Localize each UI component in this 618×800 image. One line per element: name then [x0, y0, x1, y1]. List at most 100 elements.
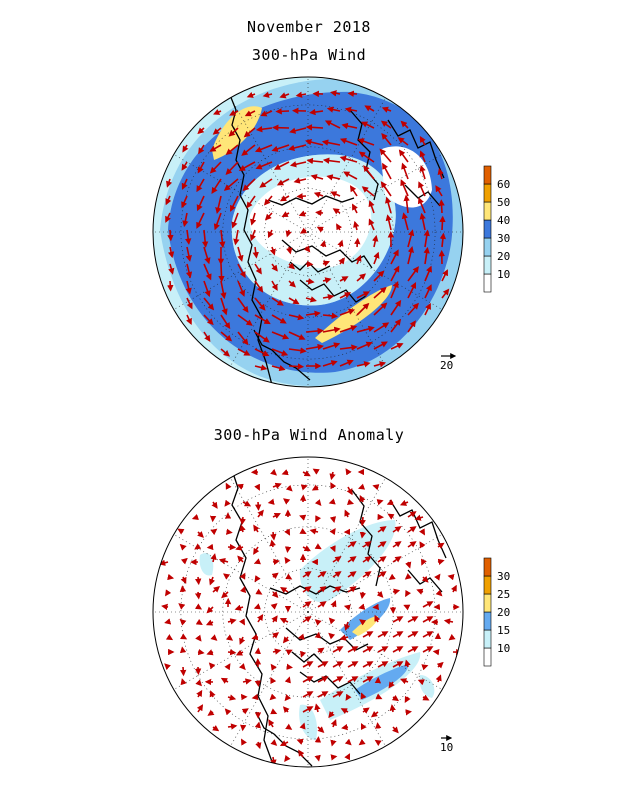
- wind-vector-arrow: [347, 556, 357, 563]
- wind-vector-arrow: [220, 677, 229, 684]
- wind-vector-arrow: [281, 211, 290, 218]
- wind-vector-arrow: [322, 312, 339, 320]
- wind-vector-arrow: [317, 676, 329, 683]
- wind-vector-arrow: [224, 708, 232, 716]
- wind-vector-arrow: [423, 229, 430, 248]
- wind-vector-arrow: [299, 722, 306, 730]
- panel2-colorbar-swatch: [483, 593, 492, 613]
- wind-vector-arrow: [338, 257, 345, 265]
- wind-vector-arrow: [389, 704, 396, 713]
- wind-vector-arrow: [345, 468, 352, 476]
- wind-vector-arrow: [254, 364, 268, 371]
- wind-vector-arrow: [392, 631, 404, 638]
- wind-vector-arrow: [254, 348, 270, 357]
- wind-vector-arrow: [419, 164, 426, 180]
- wind-vector-arrow: [436, 661, 444, 669]
- wind-vector-arrow: [404, 695, 411, 704]
- wind-vector-arrow: [195, 634, 202, 642]
- panel1-coastlines: [229, 94, 445, 386]
- wind-vector-arrow: [358, 738, 366, 746]
- wind-vector-arrow: [424, 302, 431, 316]
- wind-vector-arrow: [423, 246, 430, 265]
- wind-vector-arrow: [233, 229, 240, 246]
- wind-vector-arrow: [255, 741, 262, 750]
- wind-vector-arrow: [359, 495, 366, 503]
- wind-vector-arrow: [181, 161, 188, 171]
- wind-vector-arrow: [179, 666, 187, 677]
- wind-vector-arrow: [218, 263, 225, 283]
- wind-vector-arrow: [284, 556, 291, 564]
- wind-vector-arrow: [405, 589, 412, 598]
- wind-vector-arrow: [206, 543, 214, 551]
- wind-vector-arrow: [288, 331, 306, 340]
- wind-vector-arrow: [196, 178, 205, 193]
- panel2-colorbar-swatch: [483, 557, 492, 577]
- wind-vector-arrow: [263, 195, 273, 206]
- wind-vector-arrow: [297, 633, 305, 640]
- wind-vector-arrow: [252, 246, 259, 259]
- wind-vector-arrow: [417, 197, 426, 214]
- wind-vector-arrow: [322, 293, 335, 301]
- wind-vector-arrow: [246, 91, 256, 98]
- wind-vector-arrow: [330, 600, 337, 608]
- wind-vector-arrow: [377, 556, 387, 563]
- wind-vector-arrow: [279, 92, 290, 99]
- wind-vector-arrow: [227, 723, 238, 730]
- wind-vector-arrow: [238, 161, 256, 171]
- wind-vector-arrow: [302, 470, 311, 477]
- wind-vector-arrow: [239, 618, 245, 626]
- wind-vector-arrow: [295, 91, 307, 98]
- wind-vector-arrow: [362, 676, 374, 683]
- wind-vector-arrow: [314, 543, 322, 550]
- wind-vector-arrow: [399, 499, 409, 506]
- wind-vector-arrow: [242, 178, 256, 192]
- wind-vector-arrow: [424, 284, 432, 299]
- wind-vector-arrow: [373, 302, 388, 316]
- wind-vector-arrow: [270, 676, 277, 685]
- wind-vector-arrow: [360, 121, 375, 129]
- wind-vector-arrow: [344, 106, 358, 113]
- wind-vector-arrow: [390, 281, 399, 299]
- wind-vector-arrow: [439, 215, 446, 231]
- wind-vector-arrow: [373, 341, 388, 350]
- wind-vector-arrow: [377, 661, 389, 668]
- wind-vector-arrow: [165, 212, 171, 223]
- wind-vector-arrow: [253, 558, 262, 565]
- wind-vector-arrow: [373, 286, 387, 299]
- wind-vector-arrow: [271, 591, 279, 598]
- wind-vector-arrow: [298, 210, 307, 217]
- wind-vector-arrow: [422, 694, 430, 701]
- wind-vector-arrow: [332, 691, 344, 698]
- wind-vector-arrow: [272, 513, 281, 519]
- wind-vector-arrow: [326, 106, 341, 113]
- wind-vector-arrow: [330, 739, 337, 747]
- wind-vector-arrow: [421, 664, 429, 671]
- wind-vector-arrow: [339, 325, 358, 333]
- wind-vector-arrow: [329, 545, 336, 553]
- wind-vector-arrow: [407, 526, 417, 533]
- wind-vector-arrow: [363, 165, 375, 180]
- panel1-colorbar-tick-label: 60: [497, 178, 510, 191]
- wind-vector-arrow: [328, 632, 336, 640]
- wind-vector-arrow: [432, 648, 440, 656]
- wind-vector-arrow: [356, 341, 373, 350]
- wind-vector-arrow: [356, 325, 375, 333]
- wind-vector-arrow: [220, 314, 231, 330]
- wind-vector-arrow: [317, 586, 327, 593]
- wind-vector-arrow: [286, 246, 293, 255]
- wind-vector-arrow: [289, 161, 307, 168]
- wind-vector-arrow: [185, 263, 193, 279]
- wind-vector-arrow: [242, 500, 252, 507]
- wind-vector-arrow: [387, 513, 395, 520]
- wind-vector-arrow: [269, 246, 276, 256]
- wind-vector-arrow: [196, 195, 205, 212]
- wind-vector-arrow: [209, 690, 216, 698]
- wind-vector-arrow: [299, 514, 307, 521]
- wind-vector-arrow: [268, 719, 275, 728]
- wind-vector-arrow: [309, 528, 319, 535]
- wind-vector-arrow: [285, 649, 293, 656]
- wind-vector-arrow: [254, 501, 262, 511]
- wind-vector-arrow: [356, 291, 370, 299]
- wind-vector-arrow: [164, 663, 171, 671]
- wind-vector-arrow: [373, 270, 385, 282]
